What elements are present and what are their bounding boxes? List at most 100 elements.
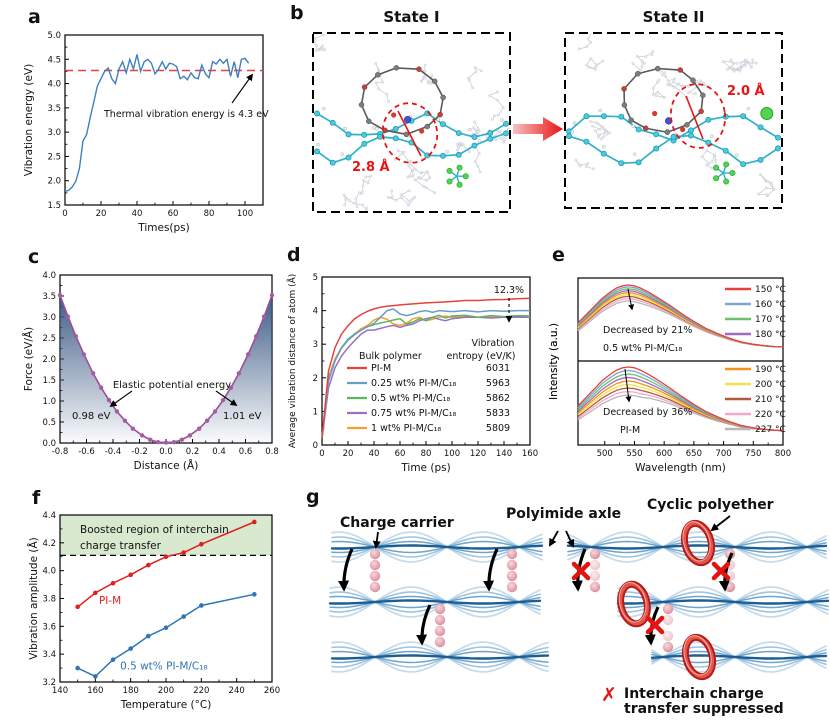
polymer-bond [585,140,605,155]
y-axis-label: Vibration amplitude (Å) [27,537,40,660]
background-atom [407,203,411,207]
background-atom [693,92,697,96]
hydrogen-atom [372,126,376,130]
carbon-atom-gray [700,92,706,99]
carbon-atom-cyan [705,116,712,123]
carbon-atom-cyan [455,130,462,137]
background-atom [374,62,378,65]
polymer-chain-strand [617,591,829,613]
series-data-point [252,592,257,597]
polymer-bond [620,116,640,131]
charge-transfer-arrow [718,552,734,592]
y-axis-label: Vibration energy (eV) [23,64,35,177]
spectrum-curve-150 °C [577,284,784,348]
entropy-value: 5833 [486,408,510,419]
background-atom [754,61,758,65]
background-atom [743,58,747,62]
background-atom [477,152,481,156]
distance-ellipse-state1 [381,102,439,164]
background-atom [598,133,602,137]
chart-vibration-energy: 0 20 40 60 80 100 1.5 2.0 2.5 3.0 3.5 4.0 4.5 5.0 Time… [23,31,269,234]
x-tick-label: 60 [168,209,179,219]
background-molecule [388,190,416,206]
x-tick-label: 240 [229,686,245,696]
polymer-bond [638,147,657,164]
x-tick-label: 120 [470,449,486,459]
x-tick-label: 750 [745,449,761,459]
background-atom [407,164,411,168]
spectrum-curve-210 °C [577,295,784,348]
x-tick-label: 20 [343,449,354,459]
series-data-point [146,633,151,639]
legend-label: PI-M [371,363,391,374]
y-tick-label: 4.0 [42,271,56,281]
y-tick-label: 1.0 [42,397,56,407]
elastic-energy-annotation: Elastic potential energy [113,380,231,391]
entropy-title-2: entropy (eV/K) [447,351,516,362]
carbon-atom-cyan [775,134,781,141]
x-tick-label: 0.2 [186,447,200,457]
charge-carrier-label: Charge carrier [340,515,454,531]
mechanism-schematic [328,515,830,681]
elastic-energy-shade-right [166,295,272,443]
background-atom [677,88,681,92]
macrocycle-bond [360,87,366,105]
spectrum-curve-220 °C [577,298,784,348]
background-atom [591,124,595,128]
y-tick-label: 5.0 [47,31,61,41]
background-atom [756,192,760,196]
y-tick-label: 3 [313,340,318,350]
background-atom [713,153,716,157]
background-atom [597,135,600,139]
background-atom [738,69,742,73]
carbon-atom-cyan [600,150,607,157]
y-tick-label: 1.5 [42,376,56,386]
polymer-bond [568,115,587,132]
polymer-chain-strand [567,536,827,558]
chart-vibration-distance: 0 20 40 60 80 100 120 140 160 0 1 2 3 4 5 Time (ps) Aver… [286,273,538,474]
percent-annotation: 12.3% [494,285,524,296]
polymer-chain-strand [330,544,544,550]
carbon-atom-gray [635,70,641,77]
series-data-point [163,554,169,560]
background-atom [657,78,661,82]
macrocycle-bond [384,129,407,136]
background-atom [585,63,588,67]
force-data-point [122,418,128,423]
series-curve-PI-M [321,297,531,439]
background-atom [588,120,592,123]
background-molecule [757,174,775,196]
charge-carrier-bead [434,636,446,648]
force-data-point [212,409,218,414]
carbon-atom-cyan [314,148,320,155]
force-data-point [269,292,275,298]
hydrogen-atom [316,142,320,147]
carbon-atom-gray [664,129,671,135]
x-tick-label: 220 [193,686,209,696]
charge-carrier-bead [434,603,446,615]
background-atom [394,198,398,202]
background-atom [321,47,325,51]
carbon-atom-cyan [455,151,462,158]
oxygen-atom [391,112,397,118]
macrocycle-bond [418,68,436,82]
polymer-bond [742,115,762,129]
carbon-atom-gray [628,117,634,123]
carbon-atom-cyan [618,160,625,167]
background-atom [591,167,595,171]
polymer-bond [316,150,334,164]
background-atom [471,86,475,90]
polymer-chain-strand [331,646,549,668]
x-tick-label: 80 [204,209,215,219]
x-tick-label: 160 [522,449,538,459]
charge-carrier-bead [506,581,518,593]
carbon-atom-cyan [635,159,642,166]
background-atom [362,179,365,182]
background-atom [399,196,403,199]
background-atom [763,179,767,183]
panel-label-c: c [28,246,40,268]
carbon-atom-gray [375,72,381,78]
y-tick-label: 4.4 [42,511,56,521]
carbon-atom-cyan [377,133,383,140]
